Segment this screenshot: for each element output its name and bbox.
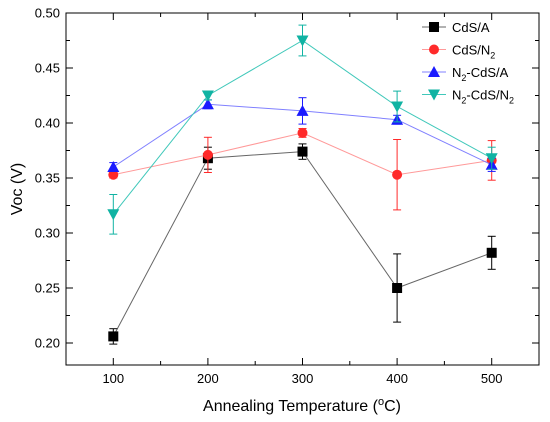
series-layer [107, 24, 498, 345]
data-point [391, 101, 404, 113]
x-axis-label-text: Annealing Temperature ( [203, 398, 379, 415]
legend-marker [429, 22, 439, 32]
series-1 [108, 143, 497, 345]
legend-label: CdS/N2 [452, 43, 495, 61]
data-point [201, 98, 214, 110]
legend-marker [428, 66, 440, 77]
legend-label-subscript: 2 [509, 96, 514, 106]
legend-label-text: N [452, 65, 461, 80]
series-2 [108, 127, 497, 211]
legend-label: CdS/A [452, 20, 490, 35]
legend-label-text: CdS/N [452, 43, 490, 58]
x-tick-label: 100 [102, 371, 124, 386]
axis-ticks: 100 200 300 400 500 0.20 0.25 0.30 0.35 0.40 0.45 0… [35, 6, 539, 386]
series-3 [107, 97, 498, 172]
y-tick-label: 0.50 [35, 6, 60, 21]
data-point [392, 169, 403, 180]
data-point [296, 35, 309, 47]
y-tick-label: 0.40 [35, 116, 60, 131]
x-axis-label: Annealing Temperature (oC) [203, 396, 401, 415]
y-tick-label: 0.20 [35, 336, 60, 351]
x-tick-label: 300 [292, 371, 314, 386]
data-point [201, 90, 214, 102]
x-tick-label: 400 [386, 371, 408, 386]
legend-label-subscript: 2 [490, 51, 495, 61]
legend-label-text: -CdS/A [466, 65, 508, 80]
x-axis-label-degree: o [378, 396, 384, 408]
legend-label: N2-CdS/N2 [452, 88, 514, 106]
legend-label-text: N [452, 88, 461, 103]
legend-marker [429, 44, 439, 55]
data-point [485, 153, 498, 165]
y-tick-label: 0.45 [35, 61, 60, 76]
series-line [112, 151, 492, 337]
legend-label: N2-CdS/A [452, 65, 509, 83]
data-point [107, 209, 120, 221]
legend-label-text: CdS/A [452, 20, 490, 35]
x-axis-label-unit: C) [384, 398, 401, 415]
data-point [108, 331, 119, 342]
data-point [297, 146, 308, 157]
series-4 [107, 24, 498, 235]
data-point [296, 104, 309, 116]
y-tick-label: 0.35 [35, 171, 60, 186]
legend-label-text: -CdS/N [466, 88, 509, 103]
data-point [486, 247, 497, 258]
legend-label-subscript: 2 [461, 96, 466, 106]
data-point [202, 149, 213, 160]
data-point [297, 127, 308, 138]
legend-label-subscript: 2 [461, 73, 466, 83]
y-tick-label: 0.30 [35, 226, 60, 241]
y-axis-label: Voc (V) [9, 163, 26, 215]
data-point [107, 161, 120, 172]
legend-marker [428, 89, 440, 101]
x-tick-label: 500 [481, 371, 503, 386]
y-tick-label: 0.25 [35, 281, 60, 296]
x-tick-label: 200 [197, 371, 219, 386]
data-point [392, 283, 403, 293]
data-point [108, 169, 119, 180]
series-line [112, 39, 492, 215]
